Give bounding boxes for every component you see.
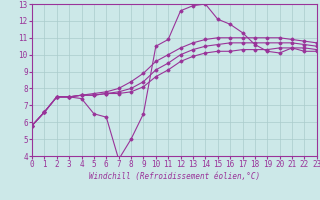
X-axis label: Windchill (Refroidissement éolien,°C): Windchill (Refroidissement éolien,°C) <box>89 172 260 181</box>
